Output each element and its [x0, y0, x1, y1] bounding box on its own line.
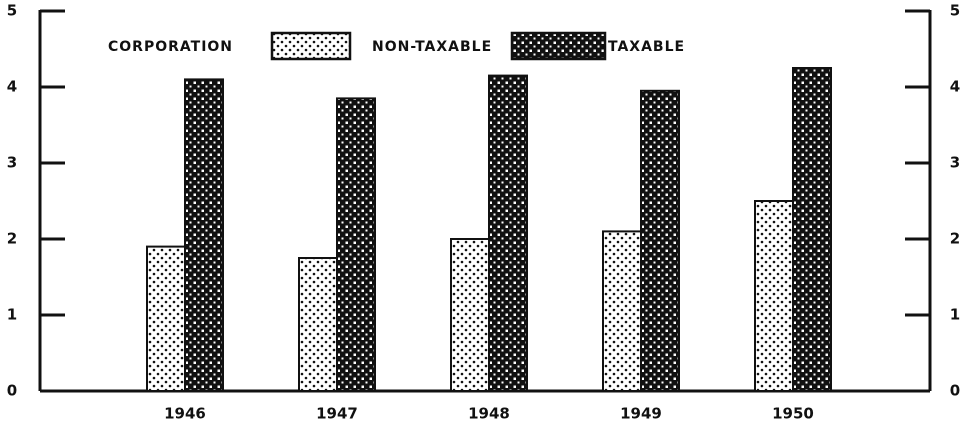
y-tick-label: 4: [7, 78, 17, 96]
x-tick-label: 1946: [164, 405, 206, 423]
legend-label: TAXABLE: [608, 39, 685, 55]
bar: [792, 67, 832, 392]
bar: [754, 200, 794, 392]
y-tick-label: 0: [7, 382, 17, 400]
legend-swatch: [270, 31, 352, 61]
legend-swatch: [510, 31, 607, 61]
y2-tick-label: 3: [950, 154, 960, 172]
legend-label: NON-TAXABLE: [372, 39, 492, 55]
bar: [602, 230, 642, 392]
x-tick-label: 1948: [468, 405, 510, 423]
legend-title: CORPORATION: [108, 39, 233, 55]
y2-tick-label: 4: [950, 78, 960, 96]
bar: [640, 89, 680, 393]
bar: [298, 257, 338, 392]
y-tick-label: 1: [7, 306, 17, 324]
y2-tick-label: 1: [950, 306, 960, 324]
bar: [488, 74, 528, 392]
bar: [336, 97, 376, 393]
x-tick-label: 1950: [772, 405, 814, 423]
x-tick-label: 1949: [620, 405, 662, 423]
y2-tick-label: 5: [950, 2, 960, 20]
y2-tick-label: 2: [950, 230, 960, 248]
y-tick-label: 5: [7, 2, 17, 20]
bar: [146, 245, 186, 392]
y-tick-label: 2: [7, 230, 17, 248]
x-tick-label: 1947: [316, 405, 358, 423]
bar: [184, 78, 224, 393]
bar: [450, 238, 490, 392]
y-tick-label: 3: [7, 154, 17, 172]
y2-tick-label: 0: [950, 382, 960, 400]
